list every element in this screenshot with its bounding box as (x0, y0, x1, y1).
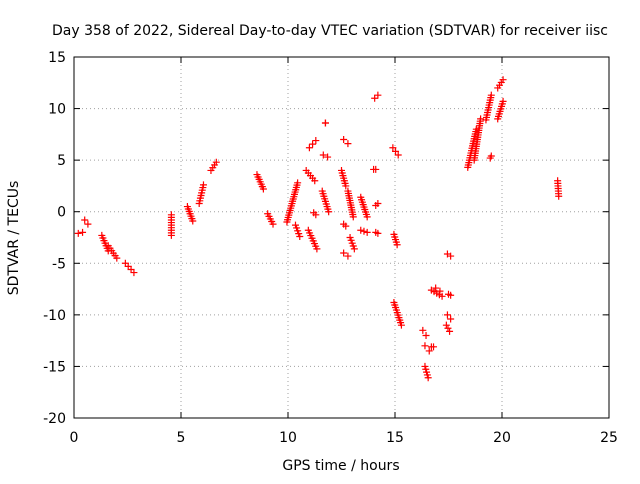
data-point (189, 217, 197, 225)
data-point (424, 374, 432, 382)
data-point (319, 151, 327, 159)
x-axis-label: GPS time / hours (282, 458, 399, 474)
data-point (296, 232, 304, 240)
chart-title: Day 358 of 2022, Sidereal Day-to-day VTE… (52, 23, 608, 39)
data-point (84, 220, 92, 228)
x-tick-label: 10 (279, 430, 297, 446)
data-point (312, 211, 320, 219)
x-tick-label: 5 (177, 430, 186, 446)
data-point (212, 158, 220, 166)
grid-lines (74, 57, 609, 418)
data-point (363, 228, 371, 236)
data-point (313, 245, 321, 253)
data-point (363, 213, 371, 221)
data-point (393, 241, 401, 249)
data-point (344, 140, 352, 148)
data-point (374, 199, 382, 207)
data-point (397, 321, 405, 329)
data-point (555, 192, 563, 200)
data-point (374, 229, 382, 237)
data-point (325, 208, 333, 216)
data-point (342, 182, 350, 190)
y-tick-label: 10 (48, 102, 66, 118)
data-point (305, 144, 313, 152)
data-point (487, 152, 495, 160)
y-tick-label: -10 (43, 308, 66, 324)
data-point (113, 254, 121, 262)
data-point (436, 287, 444, 295)
data-point (199, 181, 207, 189)
data-point (447, 315, 455, 323)
data-point (294, 179, 302, 187)
data-point (81, 216, 89, 224)
data-point (130, 269, 138, 277)
y-tick-label: 5 (57, 153, 66, 169)
y-tick-label: -5 (52, 256, 66, 272)
data-point (477, 115, 485, 123)
data-point (309, 140, 317, 148)
plot-frame (73, 56, 610, 419)
data-point (350, 245, 358, 253)
data-point (360, 227, 368, 235)
data-point (167, 231, 175, 239)
data-point (432, 284, 440, 292)
data-point (321, 119, 329, 127)
data-point (447, 252, 455, 260)
data-point (79, 228, 87, 236)
data-point (342, 222, 350, 230)
data-point (374, 91, 382, 99)
y-tick-label: -20 (43, 411, 66, 427)
data-point (372, 165, 380, 173)
y-tick-label: 0 (57, 205, 66, 221)
data-point (340, 249, 348, 257)
data-point (392, 147, 400, 155)
data-point (421, 342, 429, 350)
data-point (324, 153, 332, 161)
data-point (74, 229, 82, 237)
data-point (430, 343, 438, 351)
x-tick-label: 15 (386, 430, 404, 446)
data-point (446, 327, 454, 335)
data-point (447, 291, 455, 299)
data-point (438, 292, 446, 300)
x-tick-label: 0 (70, 430, 79, 446)
data-point (442, 321, 450, 329)
data-point (357, 226, 365, 234)
data-point (312, 137, 320, 145)
data-point (389, 144, 397, 152)
y-tick-label: -15 (43, 359, 66, 375)
data-point (419, 326, 427, 334)
tick-labels: 0 5 10 15 20 25 -20 -15 -10 -5 0 5 10 15 (43, 50, 618, 446)
data-point (487, 91, 495, 99)
data-point (269, 220, 277, 228)
x-tick-label: 20 (493, 430, 511, 446)
data-point (311, 177, 319, 185)
axis-ticks (73, 56, 610, 419)
data-point (422, 331, 430, 339)
data-point (394, 151, 402, 159)
data-point (443, 311, 451, 319)
y-axis-label: SDTVAR / TECUs (6, 181, 22, 296)
data-point (371, 94, 379, 102)
data-point (344, 252, 352, 260)
data-point (499, 76, 507, 84)
data-point (349, 213, 357, 221)
data-point (499, 97, 507, 105)
y-tick-label: 15 (48, 50, 66, 66)
data-point (259, 185, 267, 193)
data-points (74, 76, 563, 382)
x-tick-label: 25 (600, 430, 618, 446)
data-point (340, 136, 348, 144)
data-point (425, 347, 433, 355)
data-point (444, 324, 452, 332)
